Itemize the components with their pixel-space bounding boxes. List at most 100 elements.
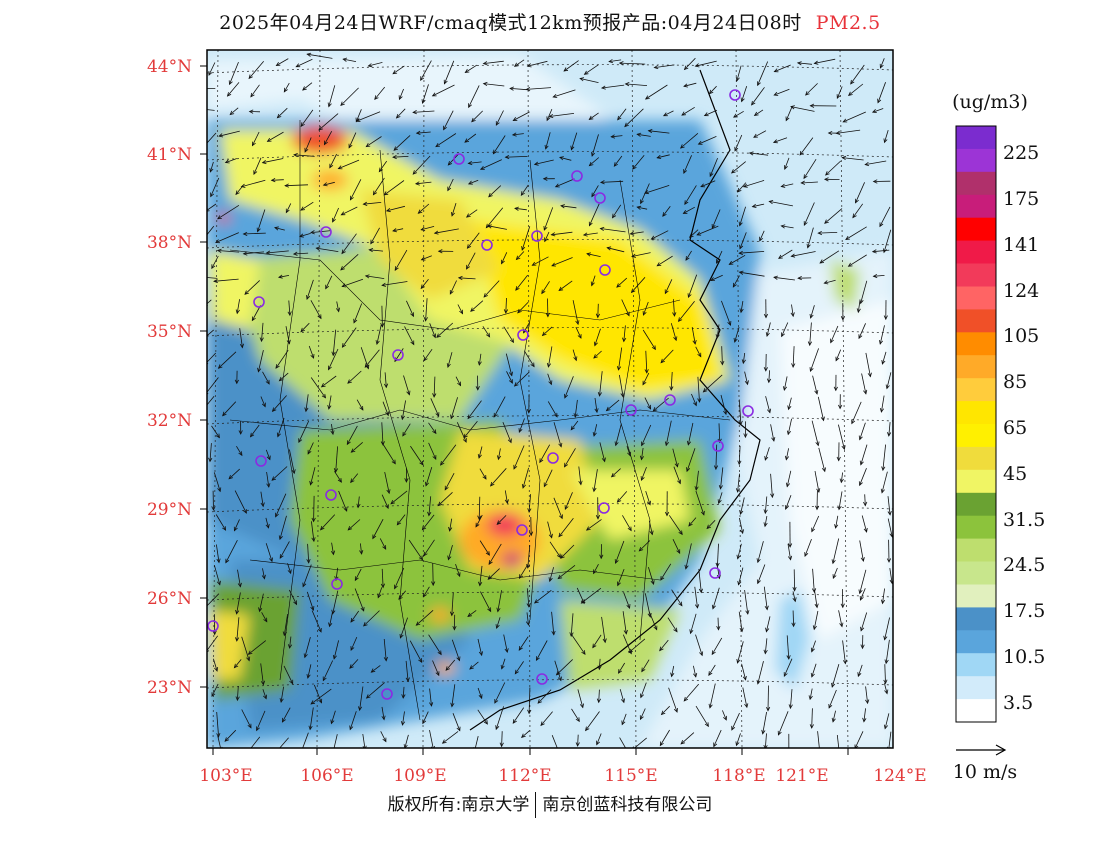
wind-arrow-icon: [514, 371, 530, 387]
wind-arrowhead-icon: [285, 208, 290, 214]
wind-arrow-icon: [570, 420, 579, 430]
wind-arrowhead-icon: [613, 162, 618, 167]
wind-arrow-icon: [350, 610, 360, 623]
wind-arrowhead-icon: [624, 122, 629, 128]
wind-arrow-icon: [463, 421, 478, 438]
wind-arrowhead-icon: [464, 68, 470, 74]
wind-arrowhead-icon: [436, 333, 441, 338]
wind-arrow-icon: [645, 490, 651, 505]
wind-arrow-icon: [696, 225, 719, 236]
wind-arrow-icon: [420, 278, 429, 289]
wind-arrowhead-icon: [412, 170, 418, 175]
wind-arrow-icon: [518, 636, 529, 651]
wind-arrowhead-icon: [608, 59, 614, 64]
wind-arrowhead-icon: [346, 440, 351, 446]
colorbar-swatch: [956, 561, 996, 585]
wind-arrow-icon: [332, 207, 339, 223]
wind-arrow-icon: [770, 473, 773, 498]
wind-arrow-icon: [465, 64, 478, 73]
wind-arrow-icon: [733, 110, 744, 118]
title-variable: PM2.5: [815, 12, 881, 34]
colorbar-label: 105: [1003, 325, 1039, 347]
wind-arrowhead-icon: [610, 134, 616, 139]
wind-arrowhead-icon: [872, 273, 878, 279]
city-marker-icon: [729, 89, 741, 101]
wind-arrow-icon: [370, 227, 380, 244]
wind-arrow-icon: [235, 185, 244, 195]
wind-arrowhead-icon: [641, 441, 645, 447]
colorbar-swatch: [956, 309, 996, 333]
wind-arrowhead-icon: [738, 420, 743, 426]
wind-arrowhead-icon: [489, 481, 495, 487]
wind-arrowhead-icon: [578, 480, 583, 486]
wind-arrowhead-icon: [699, 651, 704, 657]
colorbar-label: 45: [1003, 463, 1027, 485]
wind-arrow-icon: [737, 182, 747, 193]
wind-arrow-icon: [678, 300, 695, 322]
wind-arrowhead-icon: [277, 274, 283, 279]
wind-arrowhead-icon: [456, 572, 461, 578]
wind-arrow-icon: [564, 492, 573, 510]
wind-arrowhead-icon: [392, 228, 397, 233]
wind-arrow-icon: [401, 400, 406, 420]
wind-arrow-icon: [641, 466, 647, 481]
wind-arrowhead-icon: [756, 579, 761, 585]
wind-arrowhead-icon: [546, 116, 551, 122]
wind-arrowhead-icon: [727, 321, 732, 326]
wind-arrowhead-icon: [764, 456, 769, 461]
wind-arrow-icon: [835, 349, 842, 361]
wind-arrowhead-icon: [617, 115, 622, 121]
wind-arrow-icon: [785, 495, 792, 510]
wind-arrow-icon: [278, 275, 290, 278]
wind-arrowhead-icon: [708, 671, 713, 676]
wind-arrow-icon: [265, 543, 273, 562]
wind-arrowhead-icon: [423, 551, 428, 557]
wind-arrowhead-icon: [597, 665, 602, 671]
wind-arrowhead-icon: [374, 95, 379, 101]
wind-arrowhead-icon: [766, 706, 771, 712]
wind-arrow-icon: [532, 256, 549, 266]
wind-arrow-icon: [229, 61, 239, 85]
wind-arrow-icon: [557, 564, 576, 579]
wind-arrow-icon: [731, 712, 740, 731]
wind-arrow-icon: [812, 375, 818, 395]
wind-arrow-icon: [310, 467, 316, 485]
wind-arrow-icon: [244, 280, 260, 295]
colorbar-swatch: [956, 538, 996, 562]
wind-arrow-icon: [451, 684, 456, 707]
wind-arrow-icon: [673, 299, 675, 317]
wind-arrowhead-icon: [854, 744, 859, 748]
wind-arrow-icon: [392, 65, 405, 75]
wind-arrow-icon: [518, 418, 525, 433]
wind-arrow-icon: [207, 109, 215, 111]
wind-arrow-icon: [432, 563, 434, 586]
wind-arrow-icon: [514, 207, 527, 211]
wind-arrowhead-icon: [583, 70, 589, 75]
wind-arrow-icon: [341, 233, 357, 254]
wind-arrowhead-icon: [306, 295, 311, 300]
wind-arrowhead-icon: [811, 588, 817, 594]
wind-arrowhead-icon: [279, 554, 284, 559]
wind-arrowhead-icon: [871, 109, 877, 113]
wind-arrow-icon: [717, 617, 719, 630]
wind-arrow-icon: [660, 563, 672, 581]
wind-arrow-icon: [341, 206, 358, 216]
wind-arrowhead-icon: [681, 111, 686, 116]
wind-arrow-icon: [577, 734, 579, 747]
wind-arrowhead-icon: [858, 334, 863, 340]
wind-arrowhead-icon: [684, 200, 689, 205]
wind-arrow-icon: [288, 300, 291, 316]
colorbar-swatch: [956, 630, 996, 654]
wind-arrow-icon: [274, 227, 285, 231]
wind-arrowhead-icon: [595, 514, 601, 520]
wind-arrow-icon: [791, 251, 816, 257]
wind-arrowhead-icon: [515, 286, 520, 291]
wind-arrowhead-icon: [636, 132, 642, 137]
wind-arrow-icon: [757, 61, 769, 86]
wind-arrowhead-icon: [702, 388, 708, 393]
wind-arrowhead-icon: [349, 725, 354, 731]
wind-arrowhead-icon: [207, 650, 210, 653]
wind-arrowhead-icon: [653, 65, 659, 70]
wind-arrow-icon: [787, 418, 792, 435]
wind-arrow-icon: [615, 540, 625, 564]
